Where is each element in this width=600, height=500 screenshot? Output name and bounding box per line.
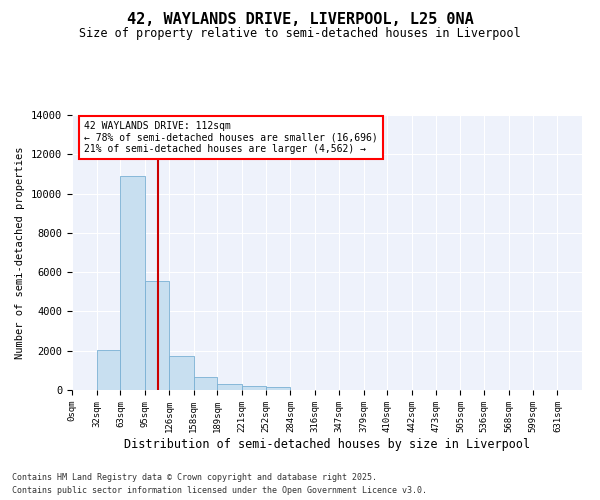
Bar	[97, 350, 121, 390]
Text: 42, WAYLANDS DRIVE, LIVERPOOL, L25 0NA: 42, WAYLANDS DRIVE, LIVERPOOL, L25 0NA	[127, 12, 473, 28]
Bar	[121, 176, 145, 390]
X-axis label: Distribution of semi-detached houses by size in Liverpool: Distribution of semi-detached houses by …	[124, 438, 530, 450]
Y-axis label: Number of semi-detached properties: Number of semi-detached properties	[16, 146, 25, 359]
Bar	[217, 384, 242, 390]
Bar	[266, 388, 290, 390]
Bar	[194, 377, 217, 390]
Text: Contains public sector information licensed under the Open Government Licence v3: Contains public sector information licen…	[12, 486, 427, 495]
Bar	[169, 356, 194, 390]
Text: Size of property relative to semi-detached houses in Liverpool: Size of property relative to semi-detach…	[79, 28, 521, 40]
Text: Contains HM Land Registry data © Crown copyright and database right 2025.: Contains HM Land Registry data © Crown c…	[12, 474, 377, 482]
Text: 42 WAYLANDS DRIVE: 112sqm
← 78% of semi-detached houses are smaller (16,696)
21%: 42 WAYLANDS DRIVE: 112sqm ← 78% of semi-…	[85, 121, 378, 154]
Bar	[145, 281, 169, 390]
Bar	[242, 386, 266, 390]
